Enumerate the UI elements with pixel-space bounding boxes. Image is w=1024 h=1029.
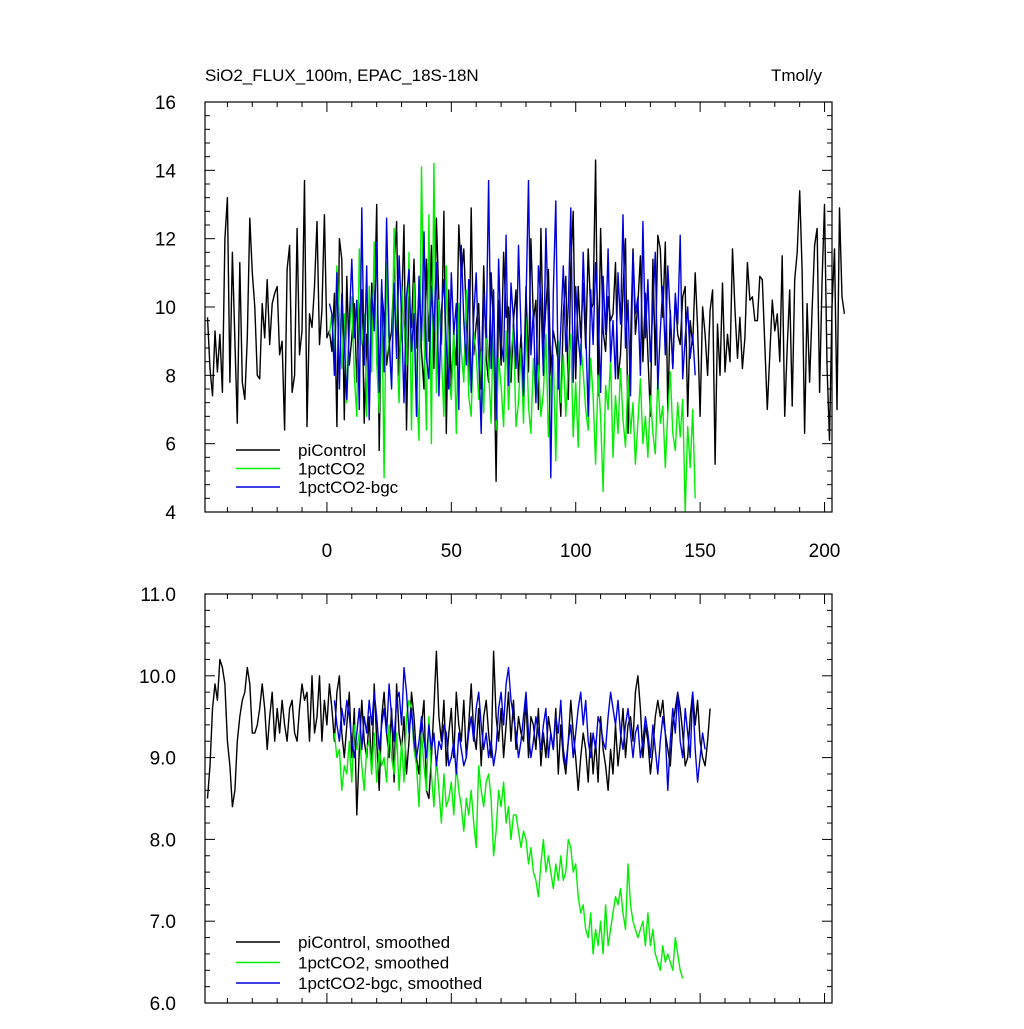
y-tick-label: 7.0 bbox=[150, 912, 176, 933]
y-tick-label: 10.0 bbox=[139, 667, 176, 688]
y-tick-label: 14 bbox=[155, 161, 177, 182]
y-tick-label: 6 bbox=[165, 435, 176, 456]
y-tick-label: 12 bbox=[155, 230, 176, 251]
plot-frame bbox=[204, 593, 833, 1004]
series-line-3 bbox=[333, 666, 706, 791]
units-label: Tmol/y bbox=[771, 66, 823, 85]
legend-label: piControl, smoothed bbox=[298, 933, 450, 952]
chart-panel-1: SiO2_FLUX_100m, EPAC_18S-18N Tmol/y 4 6 8 10 1… bbox=[155, 66, 846, 562]
legend-label: 1pctCO2 bbox=[298, 460, 365, 479]
y-tick-label: 8.0 bbox=[150, 830, 176, 851]
y-tick-label: 4 bbox=[165, 503, 176, 524]
x-tick-label: 100 bbox=[560, 541, 592, 562]
series-line-2 bbox=[333, 699, 684, 979]
chart-panel-2: 6.0 7.0 8.0 9.0 10.0 11.0 piControl, smoothed 1… bbox=[139, 585, 833, 1015]
y-tick-label: 6.0 bbox=[150, 994, 176, 1015]
y-tick-label: 10 bbox=[155, 298, 176, 319]
y-tick-label: 9.0 bbox=[150, 749, 176, 770]
x-tick-label: 0 bbox=[322, 541, 333, 562]
legend-label: piControl bbox=[298, 441, 366, 460]
legend-label: 1pctCO2-bgc, smoothed bbox=[298, 974, 482, 993]
x-tick-label: 50 bbox=[441, 541, 462, 562]
y-tick-label: 8 bbox=[165, 366, 176, 387]
legend-label: 1pctCO2-bgc bbox=[298, 478, 399, 497]
chart-title: SiO2_FLUX_100m, EPAC_18S-18N bbox=[205, 66, 479, 85]
legend-label: 1pctCO2, smoothed bbox=[298, 954, 449, 973]
x-tick-label: 200 bbox=[809, 541, 841, 562]
series-line-1 bbox=[206, 650, 711, 816]
x-tick-label: 150 bbox=[684, 541, 716, 562]
series-line-3 bbox=[328, 179, 696, 479]
y-tick-label: 16 bbox=[155, 93, 176, 114]
y-tick-label: 11.0 bbox=[140, 585, 176, 606]
